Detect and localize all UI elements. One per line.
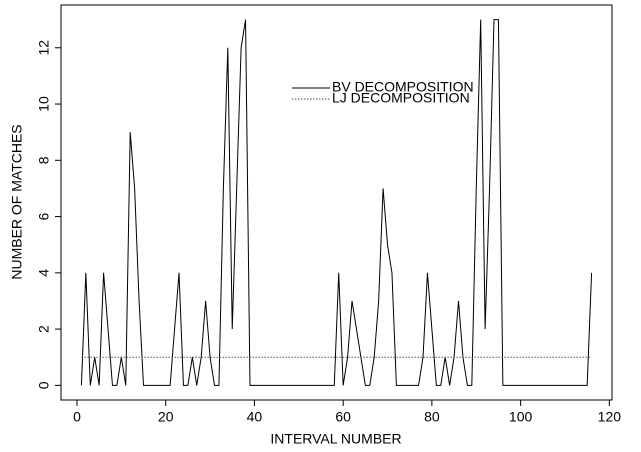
x-axis-label: INTERVAL NUMBER [270,431,401,447]
y-tick-label: 12 [36,40,52,56]
y-tick-label: 10 [36,96,52,112]
x-tick-label: 120 [598,409,622,425]
x-tick-label: 0 [73,409,81,425]
x-tick-label: 80 [424,409,440,425]
y-tick-label: 6 [36,212,52,220]
y-tick-label: 8 [36,156,52,164]
x-tick-label: 60 [335,409,351,425]
series-line [80,19,593,386]
legend-label: LJ DECOMPOSITION [332,90,470,106]
legend-label: BV DECOMPOSITION [332,79,474,95]
x-tick-label: 100 [509,409,533,425]
x-tick-label: 20 [158,409,174,425]
plot-frame [60,4,613,401]
y-tick-label: 4 [36,269,52,277]
y-tick-label: 2 [36,325,52,333]
y-axis-label: NUMBER OF MATCHES [9,124,25,279]
y-tick-label: 0 [36,381,52,389]
x-tick-label: 40 [247,409,263,425]
